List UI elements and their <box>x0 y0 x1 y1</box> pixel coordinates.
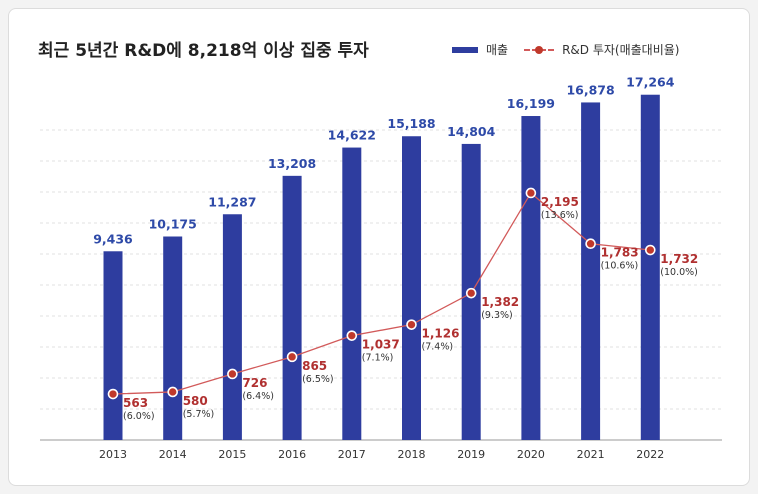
rd-value-label: 726 <box>242 376 267 390</box>
rd-line-series <box>112 191 651 395</box>
revenue-bar <box>163 236 183 440</box>
x-tick-label: 2020 <box>517 448 545 461</box>
x-tick-label: 2019 <box>457 448 485 461</box>
rd-value-label: 1,382 <box>481 295 519 309</box>
x-tick-label: 2018 <box>398 448 426 461</box>
rd-value-label: 865 <box>302 359 327 373</box>
rd-ratio-label: (7.1%) <box>362 353 394 364</box>
x-tick-label: 2022 <box>636 448 664 461</box>
revenue-value-label: 10,175 <box>149 217 197 232</box>
revenue-bar <box>342 147 362 440</box>
rd-value-label: 1,126 <box>422 327 460 341</box>
rd-ratio-label: (6.5%) <box>302 374 334 385</box>
rd-point <box>227 368 238 380</box>
revenue-bar <box>521 116 541 441</box>
rd-line <box>112 191 651 395</box>
rd-point <box>644 244 656 256</box>
x-axis: 2013 2014 2015 2016 2017 2018 2019 2020 2021 2022 <box>99 448 664 461</box>
rd-ratio-label: (5.7%) <box>183 409 215 420</box>
x-tick-label: 2016 <box>278 448 306 461</box>
rd-ratio-label: (7.4%) <box>422 342 454 353</box>
legend-line-swatch <box>524 45 555 55</box>
revenue-value-label: 16,878 <box>566 82 614 97</box>
revenue-bar <box>581 102 601 440</box>
chart-title: 최근 5년간 R&D에 8,218억 이상 집중 투자 <box>38 41 369 61</box>
revenue-value-label: 11,287 <box>208 194 256 209</box>
legend-label-revenue: 매출 <box>486 43 509 57</box>
revenue-value-label: 13,208 <box>268 156 316 171</box>
rd-value-label: 1,732 <box>660 252 698 266</box>
revenue-value-label: 15,188 <box>387 116 435 131</box>
x-tick-label: 2014 <box>159 448 187 461</box>
rd-point <box>585 238 596 250</box>
rd-points <box>107 187 656 400</box>
rd-value-labels: 563(6.0%) 580(5.7%) 726(6.4%) 865(6.5%) 1,03… <box>123 195 698 422</box>
revenue-bar <box>402 136 421 441</box>
bar-value-labels: 9,436 10,175 11,287 13,208 14,622 15,188 14,80… <box>93 75 674 247</box>
rd-ratio-label: (6.4%) <box>242 391 274 402</box>
rd-point <box>167 386 178 398</box>
revenue-value-label: 9,436 <box>93 231 133 246</box>
rd-point <box>286 351 298 363</box>
legend-bar-swatch <box>452 46 478 53</box>
rd-value-label: 580 <box>183 394 208 408</box>
revenue-bar <box>282 175 302 440</box>
revenue-bar <box>103 251 123 440</box>
revenue-value-label: 14,804 <box>447 124 496 139</box>
rd-ratio-label: (6.0%) <box>123 411 155 422</box>
revenue-bar <box>222 214 242 440</box>
legend-label-rd: R&D 투자(매출대비율) <box>562 43 680 57</box>
rd-value-label: 563 <box>123 396 148 410</box>
rd-point <box>107 388 119 400</box>
legend: 매출 R&D 투자(매출대비율) <box>452 41 696 58</box>
rd-point <box>346 330 358 341</box>
rd-ratio-label: (9.3%) <box>481 310 513 321</box>
rd-ratio-label: (13.6%) <box>541 210 579 221</box>
rd-point <box>525 187 537 199</box>
revenue-value-label: 14,622 <box>328 128 376 143</box>
revenue-bar <box>640 94 660 440</box>
rd-value-label: 1,037 <box>362 338 400 352</box>
revenue-value-label: 16,199 <box>507 96 555 111</box>
legend-item-rd: R&D 투자(매출대비율) <box>524 41 680 58</box>
gridlines <box>40 129 722 441</box>
x-tick-label: 2021 <box>577 448 605 461</box>
rd-point <box>465 287 477 299</box>
legend-item-revenue: 매출 <box>452 41 508 58</box>
x-tick-label: 2015 <box>218 448 246 461</box>
rd-point <box>406 319 417 330</box>
rd-ratio-label: (10.6%) <box>601 261 639 272</box>
rd-value-label: 2,195 <box>541 195 579 209</box>
rd-ratio-label: (10.0%) <box>660 267 698 278</box>
x-tick-label: 2013 <box>99 448 127 461</box>
x-tick-label: 2017 <box>338 448 366 461</box>
revenue-value-label: 17,264 <box>626 75 675 90</box>
rd-value-label: 1,783 <box>601 246 639 260</box>
